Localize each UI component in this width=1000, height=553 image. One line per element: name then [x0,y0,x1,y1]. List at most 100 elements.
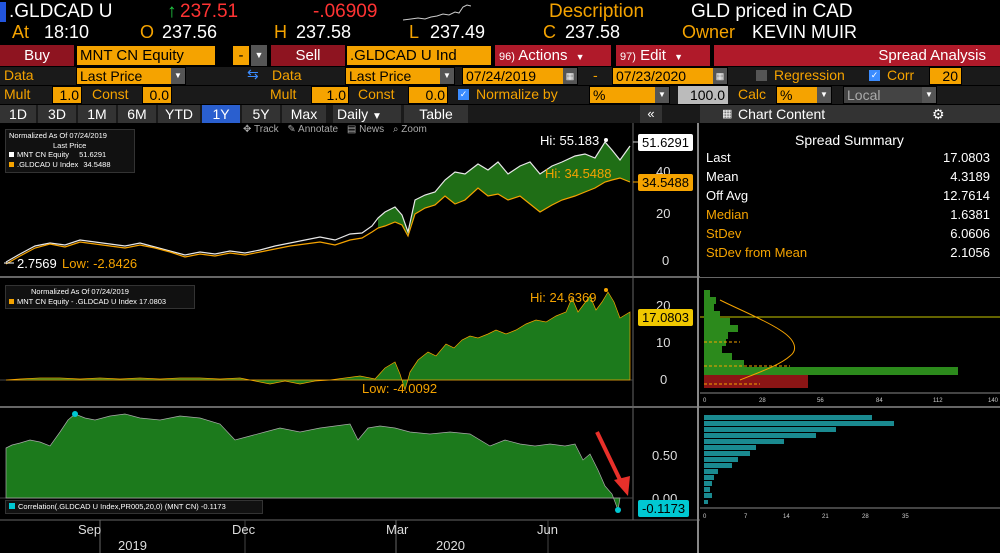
zoom-icon[interactable]: ⌕ [392,124,399,135]
annotate-tool[interactable]: Annotate [298,124,339,135]
year-label: 2019 [118,538,147,553]
correlation-start-marker [72,411,78,417]
swap-icon[interactable]: ⇆ [247,66,259,82]
end-date-value: 07/23/2020 [616,68,687,84]
toolbar-data: Data Last Price ▼ ⇆ Data Last Price ▼ 07… [0,66,1000,85]
const2-field[interactable]: 0.0 [408,86,448,104]
chart-content-label: Chart Content [738,106,826,122]
period-tab-6m[interactable]: 6M [118,105,156,123]
frequency-select[interactable]: Daily ▼ [333,105,401,123]
high-label: H [274,22,287,42]
toolbar-mult: Mult 1.0 Const 0.0 Mult 1.0 Const 0.0 ✓ … [0,86,1000,104]
month-label: Dec [232,522,256,537]
high-value: 237.58 [296,22,352,42]
hist-tick: 28 [759,398,766,404]
panel1-hi2-text: Hi: 34.5488 [545,166,612,181]
chart-content-icon: ▦ [722,108,733,120]
summary-value: 12.7614 [943,188,990,203]
mult2-field[interactable]: 1.0 [311,86,349,104]
calendar-icon[interactable]: ▦ [563,68,577,84]
correlation-area [5,413,621,512]
annotate-icon[interactable]: ✎ [287,124,296,135]
hist-tick: 0 [703,398,707,404]
panel3-legend[interactable]: Correlation(.GLDCAD U Index,PR005,20,0) … [5,500,263,514]
mult-label: Mult [4,86,31,102]
change: -.06909 [313,1,378,22]
buy-button[interactable]: Buy [0,45,74,66]
buy-security-field[interactable]: MNT CN Equity [76,45,216,66]
data-field-value: Last Price [80,68,143,84]
hist-tick: 112 [933,398,943,404]
operator-select[interactable]: - [232,45,250,66]
normalize-value-field[interactable]: 100.0 [678,86,728,104]
normalize-select[interactable]: % ▼ [589,86,670,104]
table-button[interactable]: Table [404,105,468,123]
corr-period-field[interactable]: 20 [929,67,962,85]
gear-icon[interactable]: ⚙ [932,106,945,122]
sell-security-field[interactable]: .GLDCAD U Ind [346,45,492,66]
header-row-2: At 18:10 O 237.56 H 237.58 L 237.49 C 23… [0,22,1000,44]
local-select-value: Local [847,87,881,103]
summary-value: 4.3189 [950,169,990,184]
chart-content-button[interactable]: ▦ Chart Content ⚙ [700,105,1000,123]
panel1-hi1-text: Hi: 55.183 [540,133,599,148]
period-tab-max[interactable]: Max [282,105,326,123]
panel1-legend-series1: MNT CN Equity 51.6291 [9,150,131,160]
period-tab-5y[interactable]: 5Y [242,105,280,123]
edit-menu[interactable]: 97) Edit ▼ [616,45,710,66]
regression-label: Regression [774,67,845,83]
panel2-ytick: 0 [660,372,667,387]
operator-dropdown-icon[interactable]: ▼ [251,45,267,66]
period-tab-1y[interactable]: 1Y [202,105,240,123]
ticker[interactable]: .GLDCAD U [9,1,113,22]
chevron-down-icon: ▼ [440,68,454,84]
panel1-low2-text: Low: -2.8426 [62,256,137,271]
chevron-down-icon: ▼ [655,87,669,103]
chevron-down-icon: ▼ [372,111,382,122]
panel1-legend[interactable]: Normalized As Of 07/24/2019 Last Price M… [5,129,135,173]
spread-series-name: MNT CN Equity - .GLDCAD U Index [17,297,137,306]
normalize-select-value: % [593,87,606,103]
description-label: Description [549,1,645,22]
collapse-panel-icon[interactable]: « [640,105,662,123]
start-date-field[interactable]: 07/24/2019 ▦ [462,67,578,85]
data2-field-select[interactable]: Last Price ▼ [345,67,455,85]
mult-field[interactable]: 1.0 [52,86,82,104]
data-field-select[interactable]: Last Price ▼ [76,67,186,85]
news-tool[interactable]: News [359,124,385,135]
year-label: 2020 [436,538,465,553]
at-label: At [12,22,30,42]
regression-checkbox[interactable] [756,70,767,81]
hist-tick: 35 [902,514,909,520]
corr-checkbox[interactable]: ✓ [869,70,880,81]
summary-value: 2.1056 [950,245,990,260]
const-field[interactable]: 0.0 [142,86,172,104]
chart-area[interactable]: Hi: 55.183 Hi: 34.5488 2.7569 Low: -2.84… [0,123,700,553]
correlation-chart-panel: 0.50 0.00 [0,411,677,513]
period-tab-1d[interactable]: 1D [0,105,36,123]
const-label: Const [92,86,129,102]
track-tool[interactable]: Track [254,124,279,135]
zoom-tool[interactable]: Zoom [401,124,427,135]
calc-label: Calc [738,86,767,102]
end-date-field[interactable]: 07/23/2020 ▦ [612,67,728,85]
panel3-ytick: 0.50 [652,448,677,463]
sparkline [403,4,471,21]
actions-menu[interactable]: 96) Actions ▼ [495,45,611,66]
calendar-icon[interactable]: ▦ [713,68,727,84]
summary-row: Median 1.6381 [706,207,990,226]
sell-button[interactable]: Sell [271,45,345,66]
news-icon[interactable]: ▤ [346,124,357,135]
hist-tick: 84 [876,398,883,404]
period-tab-ytd[interactable]: YTD [158,105,200,123]
local-select[interactable]: Local ▼ [843,86,937,104]
panel1-legend-subtitle: Last Price [53,140,87,150]
arrow-annotation [595,431,630,496]
track-icon[interactable]: ✥ [243,124,252,135]
period-tab-3d[interactable]: 3D [38,105,76,123]
calc-select[interactable]: % ▼ [776,86,832,104]
panel2-legend[interactable]: Normalized As Of 07/24/2019 MNT CN Equit… [5,285,195,309]
normalize-checkbox[interactable]: ✓ [458,89,469,100]
spread-last-tag: 17.0803 [638,309,693,326]
period-tab-1m[interactable]: 1M [78,105,116,123]
